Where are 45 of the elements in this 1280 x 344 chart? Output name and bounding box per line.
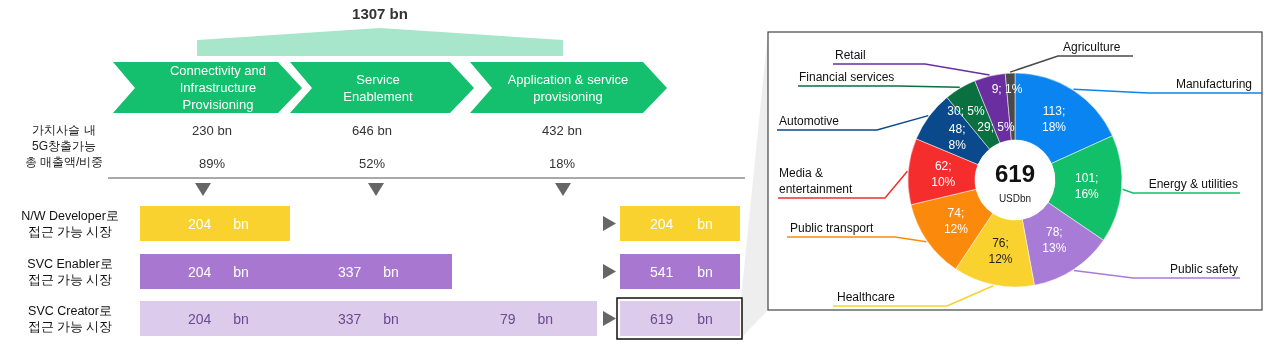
data-label: 204 bn <box>188 311 249 327</box>
data-label: 74; 12% <box>943 206 969 237</box>
data-label: 79 bn <box>500 311 554 327</box>
data-label: 52% <box>358 156 386 171</box>
slice-label: Financial services <box>799 70 895 84</box>
data-label: 101; 16% <box>1074 171 1100 202</box>
slice-label: Media & entertainment <box>779 166 854 196</box>
data-label: 432 bn <box>542 123 582 138</box>
text: 619 bn <box>650 311 713 327</box>
category-label: Application & service provisioning <box>507 71 629 104</box>
text: 204 bn <box>650 216 713 232</box>
slice-label: Public transport <box>790 221 875 235</box>
data-label: 204 bn <box>188 264 249 280</box>
slice-label: Agriculture <box>1063 40 1121 54</box>
category-label: Connectivity and Infrastructure Provisioning <box>169 63 267 112</box>
slice-label: Public safety <box>1169 262 1238 276</box>
data-label: 29; 5% <box>977 120 1016 134</box>
data-label: 78; 13% <box>1042 225 1067 256</box>
text: USDbn <box>998 193 1032 204</box>
category-label: Service Enablement <box>343 71 414 104</box>
data-label: 230 bn <box>192 123 232 138</box>
slice-label: Energy & utilities <box>1148 177 1238 191</box>
data-label: 48; 8% <box>948 122 967 153</box>
text: 가치사슬 내 5G창출가능 총 매출액/비중 <box>24 123 104 169</box>
data-label: 204 bn <box>188 216 249 232</box>
data-label: 62; 10% <box>931 159 956 190</box>
data-label: 646 bn <box>352 123 392 138</box>
data-label: 76; 12% <box>988 235 1013 266</box>
text: 541 bn <box>650 264 713 280</box>
data-label: 30; 5% <box>947 104 986 118</box>
series-label: N/W Developer로 접근 가능 시장 <box>21 209 119 239</box>
text: SVC Creator로 접근 가능 시장 <box>27 304 113 334</box>
data-label: 18% <box>548 156 576 171</box>
text: 619 <box>994 160 1036 187</box>
text: SVC Enabler로 접근 가능 시장 <box>27 257 113 287</box>
data-label: 337 bn <box>338 311 399 327</box>
data-label: 337 bn <box>338 264 399 280</box>
slice-label: Manufacturing <box>1175 77 1252 91</box>
data-label: 9; 1% <box>991 82 1023 96</box>
data-label: 89% <box>198 156 226 171</box>
text: 1307 bn <box>352 5 408 22</box>
data-label: 113; 18% <box>1041 104 1067 135</box>
slice-label: Healthcare <box>837 290 896 304</box>
slice-label: Automotive <box>779 114 840 128</box>
slice-label: Retail <box>835 48 866 62</box>
